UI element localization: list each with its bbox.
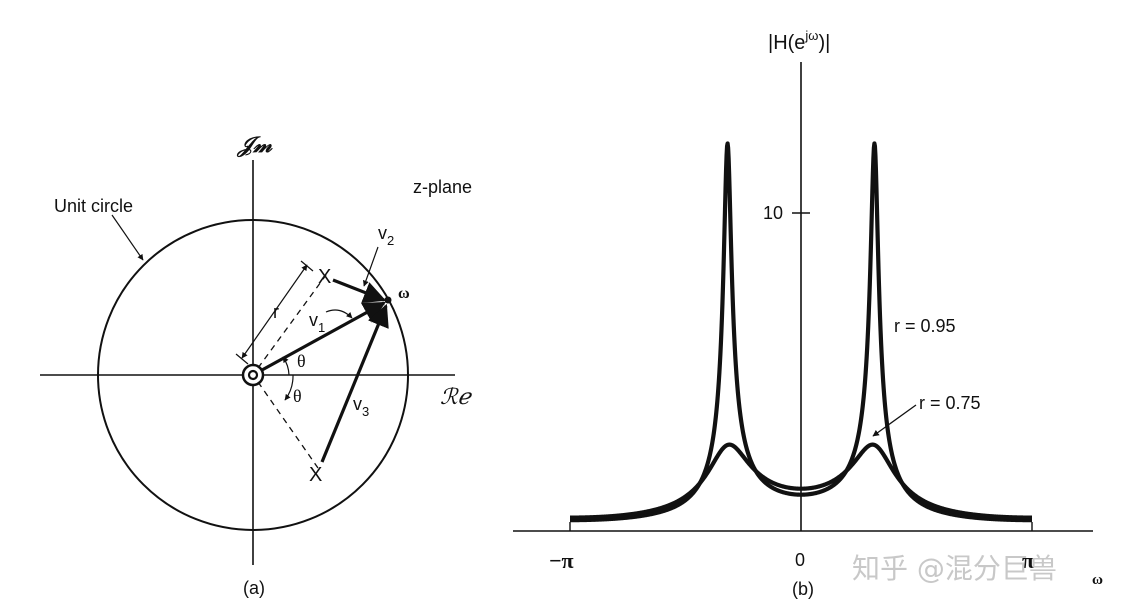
r-dimension-line	[241, 264, 308, 359]
origin-zero-inner	[247, 369, 259, 381]
pole-mark-upper: X	[318, 266, 331, 288]
b-xtick-neg-pi-label: −π	[549, 548, 574, 573]
panel-b: |H(ejω)| 10 −π 0 π ω r = 0.95 r = 0.75 (…	[513, 28, 1103, 599]
real-axis-label: ℛℯ	[440, 384, 473, 409]
label-r-0-75: r = 0.75	[919, 393, 981, 413]
b-xtick-zero-label: 0	[795, 550, 805, 570]
vector-v1	[261, 301, 386, 372]
b-xlabel: ω	[1092, 572, 1103, 588]
v3-label: v3	[353, 394, 369, 419]
theta-label-upper: θ	[297, 351, 306, 371]
caption-b: (b)	[792, 579, 814, 599]
r-label: r	[273, 302, 279, 322]
r-dimension-tick-2	[300, 260, 314, 272]
omega-point	[384, 296, 392, 304]
series-line-r-0-95	[568, 141, 1034, 523]
b-ytick-10-label: 10	[763, 203, 783, 223]
b-ylabel: |H(ejω)|	[768, 28, 830, 54]
v2-pointer	[363, 246, 379, 287]
vector-v3	[320, 303, 389, 463]
series-line-r-0-75	[568, 442, 1034, 520]
z-plane-label: z-plane	[413, 177, 472, 197]
v1-label: v1	[309, 310, 325, 335]
theta-arc-lower	[284, 374, 294, 401]
caption-a: (a)	[243, 578, 265, 598]
label-r-0-95: r = 0.95	[894, 316, 956, 336]
v1-pointer	[325, 309, 353, 319]
unit-circle-pointer	[111, 214, 144, 261]
r-dimension-tick-1	[235, 353, 249, 365]
origin-zero-outer	[241, 363, 265, 387]
watermark: 知乎 @混分巨兽	[852, 552, 1057, 585]
unit-circle-label: Unit circle	[54, 196, 133, 216]
unit-circle	[97, 219, 409, 531]
vector-v2	[332, 278, 387, 304]
panel-a: X X 𝒥𝓂 ℛℯ z-plane Unit circle v2 v1 v3 ω…	[40, 132, 473, 598]
v2-label: v2	[378, 223, 394, 248]
r075-pointer	[872, 404, 917, 437]
theta-label-lower: θ	[293, 386, 302, 406]
omega-label: ω	[398, 285, 410, 302]
imag-axis-label: 𝒥𝓂	[236, 132, 273, 158]
pole-mark-lower: X	[309, 464, 322, 486]
b-xtick-pi-label: π	[1022, 548, 1034, 573]
